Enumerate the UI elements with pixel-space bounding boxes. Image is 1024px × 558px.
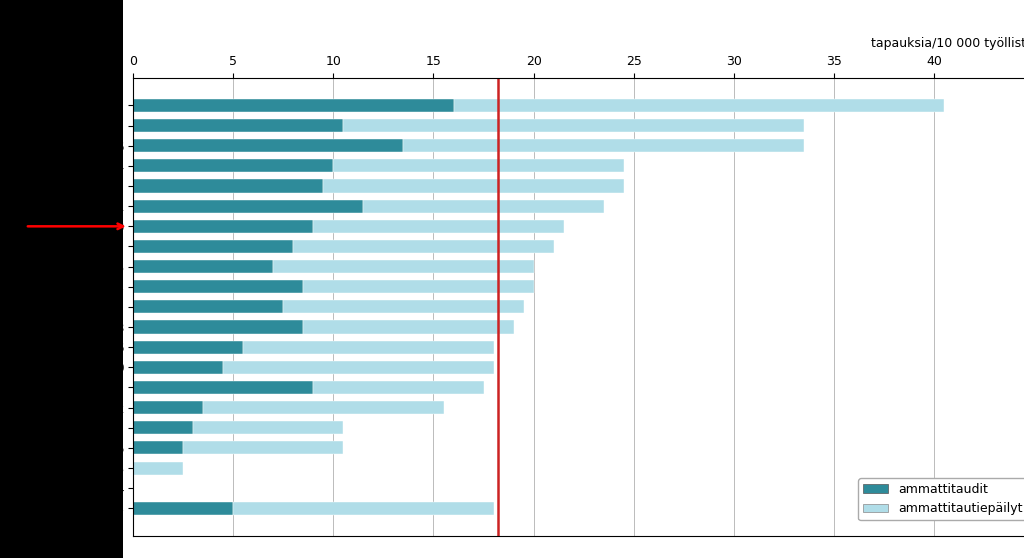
Bar	[284, 300, 523, 314]
Bar	[303, 320, 514, 334]
Bar	[203, 401, 443, 414]
Bar	[133, 502, 233, 515]
Bar	[133, 160, 334, 172]
Bar	[133, 340, 244, 354]
Bar	[364, 200, 604, 213]
Text: lukumäärä: lukumäärä	[41, 32, 124, 46]
Bar	[133, 220, 313, 233]
Bar	[133, 320, 303, 334]
Bar	[133, 361, 223, 374]
Bar	[133, 99, 454, 112]
Bar	[313, 220, 563, 233]
Bar	[133, 441, 183, 454]
Bar	[133, 180, 324, 193]
Bar	[133, 300, 284, 314]
Bar	[133, 260, 273, 273]
Bar	[273, 260, 534, 273]
Bar	[303, 280, 534, 294]
Bar	[403, 139, 804, 152]
Bar	[343, 119, 804, 132]
Bar	[133, 200, 364, 213]
Bar	[133, 461, 183, 475]
Bar	[133, 381, 313, 394]
Bar	[454, 99, 944, 112]
Bar	[133, 139, 403, 152]
Bar	[133, 119, 343, 132]
X-axis label: tapauksia/10 000 työllistä: tapauksia/10 000 työllistä	[871, 37, 1024, 50]
Bar	[133, 421, 194, 434]
Bar	[334, 160, 624, 172]
Bar	[133, 240, 293, 253]
Legend: ammattitaudit, ammattitautiepäilyt: ammattitaudit, ammattitautiepäilyt	[858, 478, 1024, 520]
Bar	[223, 361, 494, 374]
Bar	[194, 421, 343, 434]
Bar	[293, 240, 554, 253]
Bar	[324, 180, 624, 193]
Bar	[233, 502, 494, 515]
Bar	[133, 401, 203, 414]
Bar	[244, 340, 494, 354]
Bar	[183, 441, 343, 454]
Bar	[133, 280, 303, 294]
Bar	[313, 381, 483, 394]
